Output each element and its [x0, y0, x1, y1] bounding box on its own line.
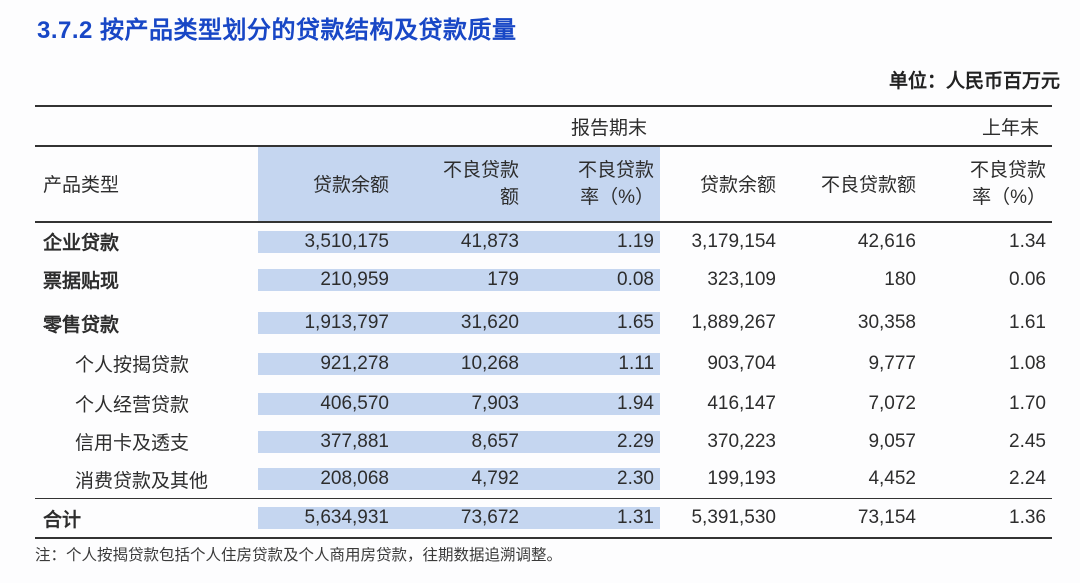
- product-type-cell: 个人经营贷款: [75, 395, 190, 416]
- total-previous-npl-ratio-cell: 1.36: [1009, 507, 1046, 528]
- reporting-balance-cell: 921,278: [258, 352, 395, 375]
- reporting-balance-cell: 208,068: [258, 468, 395, 490]
- period-header-reporting: 报告期末: [570, 117, 647, 139]
- table-bottom-rule: [35, 537, 1052, 539]
- total-reporting-npl-ratio-cell: 1.31: [525, 507, 660, 529]
- previous-balance-cell: 370,223: [707, 430, 776, 452]
- col-header-previous-balance: 贷款余额: [699, 175, 776, 196]
- reporting-npl-ratio-cell: 1.94: [525, 392, 660, 415]
- section-title: 3.7.2 按产品类型划分的贷款结构及贷款质量: [37, 17, 517, 44]
- reporting-balance-cell: 1,913,797: [258, 312, 395, 334]
- reporting-npl-amount-cell: 7,903: [395, 392, 525, 415]
- previous-npl-ratio-cell: 1.08: [1009, 352, 1046, 374]
- table-row-credit-card: 信用卡及透支 377,881 8,657 2.29 370,223 9,057 …: [35, 423, 1052, 461]
- table-row-total: 合计 5,634,931 73,672 1.31 5,391,530 73,15…: [35, 499, 1052, 537]
- reporting-npl-amount-cell: 31,620: [395, 312, 525, 334]
- reporting-npl-ratio-cell: 2.30: [525, 468, 660, 490]
- period-header-row: 报告期末 上年末: [35, 107, 1052, 145]
- product-type-cell: 消费贷款及其他: [75, 470, 209, 492]
- previous-npl-ratio-cell: 1.34: [1009, 230, 1046, 252]
- previous-balance-cell: 323,109: [707, 268, 776, 290]
- col-header-reporting-balance: 贷款余额: [258, 146, 395, 221]
- reporting-npl-amount-cell: 10,268: [395, 352, 525, 375]
- period-header-previous: 上年末: [981, 117, 1039, 139]
- reporting-balance-cell: 377,881: [258, 430, 395, 453]
- table-top-rule: [35, 105, 1052, 107]
- previous-balance-cell: 1,889,267: [691, 312, 776, 333]
- reporting-npl-ratio-cell: 1.11: [525, 352, 660, 375]
- previous-balance-cell: 199,193: [707, 468, 776, 489]
- total-top-rule: [35, 497, 1052, 499]
- reporting-balance-cell: 210,959: [258, 268, 395, 291]
- product-type-cell: 个人按揭贷款: [75, 355, 190, 376]
- table-row-discounted-bills: 票据贴现 210,959 179 0.08 323,109 180 0.06: [35, 261, 1052, 299]
- col-header-previous-npl-amount: 不良贷款额: [820, 175, 916, 196]
- loan-table: 报告期末 上年末 产品类型 贷款余额 不良贷款 额 不良贷款 率（%） 贷款余额…: [35, 105, 1052, 539]
- total-reporting-balance-cell: 5,634,931: [258, 507, 395, 529]
- previous-npl-amount-cell: 180: [884, 268, 916, 290]
- table-row-personal-business: 个人经营贷款 406,570 7,903 1.94 416,147 7,072 …: [35, 385, 1052, 423]
- previous-npl-ratio-cell: 2.24: [1009, 468, 1046, 489]
- reporting-npl-ratio-cell: 0.08: [525, 268, 660, 291]
- previous-npl-amount-cell: 9,777: [868, 352, 916, 374]
- col-header-reporting-npl-ratio: 不良贷款 率（%）: [525, 146, 660, 221]
- previous-npl-amount-cell: 4,452: [868, 468, 916, 489]
- reporting-npl-amount-cell: 8,657: [395, 430, 525, 453]
- total-previous-npl-amount-cell: 73,154: [857, 507, 916, 528]
- reporting-npl-amount-cell: 41,873: [395, 230, 525, 253]
- reporting-npl-ratio-cell: 1.19: [525, 230, 660, 253]
- previous-npl-amount-cell: 7,072: [868, 392, 916, 414]
- previous-npl-ratio-cell: 1.61: [1009, 312, 1046, 333]
- column-header-row: 产品类型 贷款余额 不良贷款 额 不良贷款 率（%） 贷款余额 不良贷款额 不良…: [35, 146, 1052, 221]
- product-type-cell: 企业贷款: [43, 233, 120, 254]
- col-header-previous-npl-ratio: 不良贷款 率（%）: [969, 159, 1046, 208]
- reporting-npl-amount-cell: 179: [395, 268, 525, 291]
- period-header-rule: [35, 145, 1052, 147]
- previous-npl-ratio-cell: 1.70: [1009, 392, 1046, 414]
- reporting-balance-cell: 406,570: [258, 392, 395, 415]
- table-row-retail-loans: 零售贷款 1,913,797 31,620 1.65 1,889,267 30,…: [35, 299, 1052, 343]
- col-header-product-type: 产品类型: [43, 175, 120, 196]
- table-row-personal-mortgage: 个人按揭贷款 921,278 10,268 1.11 903,704 9,777…: [35, 343, 1052, 385]
- reporting-npl-ratio-cell: 2.29: [525, 430, 660, 453]
- previous-balance-cell: 903,704: [707, 352, 776, 374]
- table-row-corporate-loans: 企业贷款 3,510,175 41,873 1.19 3,179,154 42,…: [35, 223, 1052, 261]
- unit-label: 单位：人民币百万元: [888, 71, 1060, 92]
- previous-npl-ratio-cell: 0.06: [1009, 268, 1046, 290]
- total-previous-balance-cell: 5,391,530: [691, 507, 776, 528]
- reporting-npl-ratio-cell: 1.65: [525, 312, 660, 334]
- previous-npl-ratio-cell: 2.45: [1009, 430, 1046, 452]
- product-type-cell: 票据贴现: [43, 271, 120, 292]
- product-type-cell: 信用卡及透支: [75, 433, 190, 454]
- previous-npl-amount-cell: 30,358: [857, 312, 916, 333]
- total-label-cell: 合计: [43, 509, 82, 531]
- footnote: 注：个人按揭贷款包括个人住房贷款及个人商用房贷款，往期数据追溯调整。: [35, 547, 563, 564]
- previous-balance-cell: 3,179,154: [691, 230, 776, 252]
- col-header-reporting-npl-amount: 不良贷款 额: [395, 146, 525, 221]
- product-type-cell: 零售贷款: [43, 314, 120, 336]
- reporting-balance-cell: 3,510,175: [258, 230, 395, 253]
- reporting-npl-amount-cell: 4,792: [395, 468, 525, 490]
- table-row-consumer-loans: 消费贷款及其他 208,068 4,792 2.30 199,193 4,452…: [35, 461, 1052, 498]
- previous-balance-cell: 416,147: [707, 392, 776, 414]
- column-header-rule: [35, 220, 1052, 223]
- previous-npl-amount-cell: 42,616: [857, 230, 916, 252]
- previous-npl-amount-cell: 9,057: [868, 430, 916, 452]
- total-reporting-npl-amount-cell: 73,672: [395, 507, 525, 529]
